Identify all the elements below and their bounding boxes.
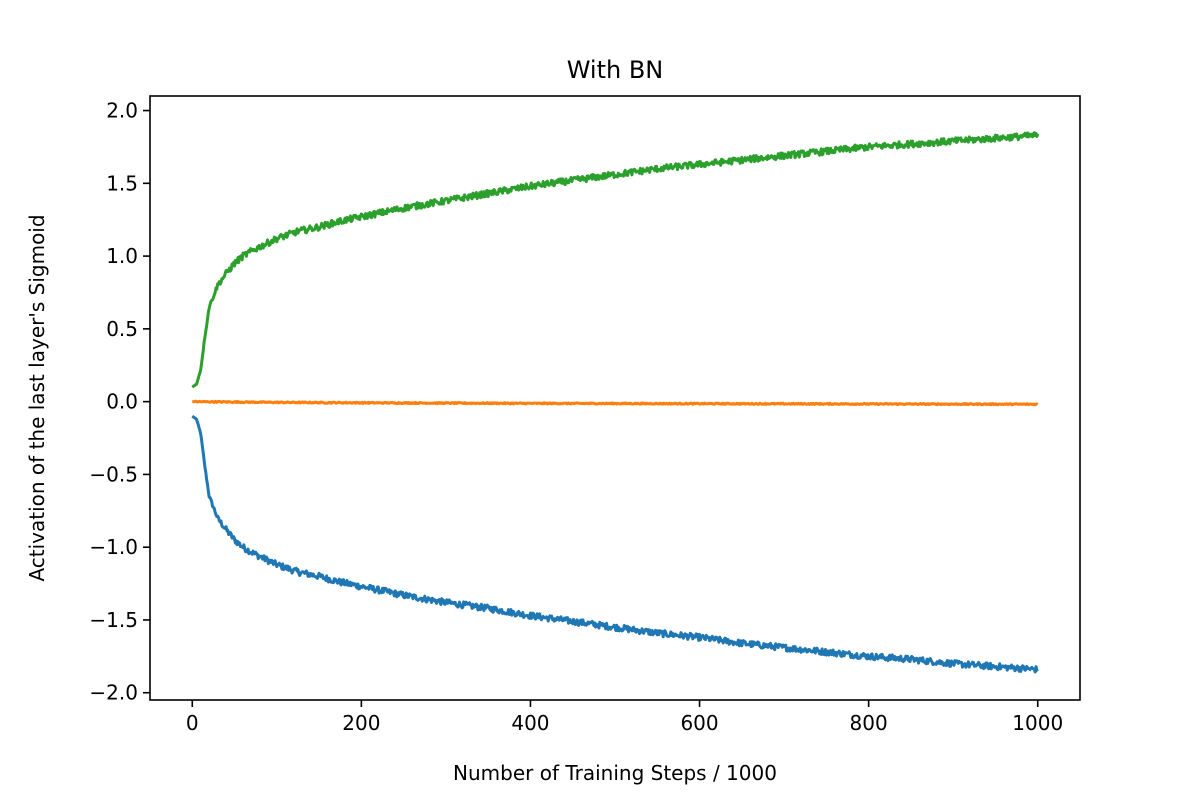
chart-title: With BN xyxy=(567,56,664,84)
y-tick-label: 2.0 xyxy=(106,99,138,123)
y-tick-label: 1.0 xyxy=(106,244,138,268)
y-tick-label: 0.5 xyxy=(106,317,138,341)
y-axis-ticks: −2.0 −1.5 −1.0 −0.5 0.0 0.5 1.0 1.5 2.0 xyxy=(89,99,150,705)
y-tick-label: −1.5 xyxy=(89,608,138,632)
x-tick-label: 400 xyxy=(511,711,549,735)
x-tick-label: 800 xyxy=(850,711,888,735)
y-tick-label: 0.0 xyxy=(106,390,138,414)
series-line-3 xyxy=(191,131,1040,389)
y-axis-label: Activation of the last layer's Sigmoid xyxy=(25,214,49,581)
x-axis-label: Number of Training Steps / 1000 xyxy=(453,761,777,785)
y-tick-label: −0.5 xyxy=(89,462,138,486)
x-tick-label: 600 xyxy=(680,711,718,735)
series-line-1 xyxy=(191,414,1039,674)
x-tick-label: 1000 xyxy=(1012,711,1063,735)
y-tick-label: −2.0 xyxy=(89,681,138,705)
x-axis-ticks: 0 200 400 600 800 1000 xyxy=(186,700,1063,735)
y-tick-label: −1.0 xyxy=(89,535,138,559)
series-line-2 xyxy=(191,399,1039,407)
plot-frame xyxy=(149,95,1081,701)
series-lines xyxy=(191,131,1040,674)
y-tick-label: 1.5 xyxy=(106,171,138,195)
x-tick-label: 0 xyxy=(186,711,199,735)
x-tick-label: 200 xyxy=(342,711,380,735)
